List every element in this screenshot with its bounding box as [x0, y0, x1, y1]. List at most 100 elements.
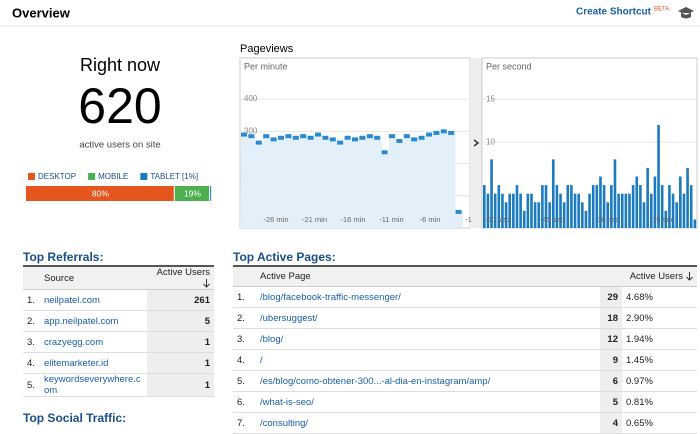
table-row: 2. app.neilpatel.com 5 [23, 310, 214, 332]
second-bar [501, 193, 504, 228]
header-cell [23, 265, 40, 290]
second-bar [588, 193, 591, 228]
minute-mark [248, 134, 255, 139]
active-users-subtitle: active users on site [79, 140, 160, 151]
second-bar [617, 193, 620, 228]
table-cell[interactable]: / [256, 349, 600, 371]
legend-label: DESKTOP [38, 172, 76, 181]
second-bar [537, 202, 541, 228]
active-users-count: 620 [78, 78, 161, 134]
per-minute-title: Per minute [244, 61, 288, 71]
second-bar [591, 185, 595, 228]
minute-mark [292, 135, 299, 140]
table-cell: 12 [600, 328, 622, 350]
x-tick-label: -16 min [340, 215, 365, 224]
sort-arrow[interactable] [686, 271, 693, 281]
second-bar [689, 185, 693, 228]
second-bar [544, 185, 548, 228]
second-bar [628, 193, 631, 228]
table-cell: 4 [600, 412, 622, 434]
table-cell[interactable]: /what-is-seo/ [256, 391, 600, 413]
table-cell: 5 [147, 310, 214, 332]
pages-title: Top Active Pages: [233, 250, 336, 264]
table-cell: 0.65% [622, 412, 698, 434]
minute-mark [396, 139, 403, 143]
table-cell[interactable]: /es/blog/como-obtener-300...-al-dia-en-i… [256, 370, 600, 392]
y-tick-label: 300 [244, 126, 258, 135]
expand-toggle[interactable] [470, 58, 482, 228]
second-bar [595, 185, 599, 228]
table-cell: 7. [233, 412, 256, 434]
minute-mark [278, 135, 284, 140]
sort-arrow[interactable] [203, 278, 210, 288]
chevron[interactable] [473, 139, 480, 147]
second-bar [679, 176, 682, 228]
minute-mark [389, 134, 395, 139]
header-label: Active Users [156, 267, 210, 278]
second-bar [490, 159, 493, 228]
table-cell: 2.90% [622, 307, 698, 329]
x-tick-label: -30 sec [595, 215, 620, 224]
table-cell[interactable]: /blog/ [256, 328, 600, 350]
x-tick-label: -45 sec [540, 215, 565, 224]
table-row: 5./es/blog/como-obtener-300...-al-dia-en… [233, 370, 698, 392]
minute-mark [426, 132, 432, 137]
table-row: 1. neilpatel.com 261 [23, 289, 214, 311]
table-cell[interactable]: elitemarketer.id [40, 352, 147, 374]
second-bar [533, 202, 537, 228]
table-cell[interactable]: /ubersuggest/ [256, 307, 600, 329]
header-row: Active Page Active Users [233, 265, 698, 287]
header-cell: Active Users [600, 265, 698, 287]
table-cell: 1.94% [622, 328, 698, 350]
legend-swatch [28, 173, 35, 180]
table-cell[interactable]: app.neilpatel.com [40, 310, 147, 332]
table-cell[interactable]: keywordseverywhere.com [40, 373, 147, 397]
pageviews-area [240, 131, 463, 228]
second-bar [642, 202, 646, 228]
minute-mark [403, 134, 410, 139]
x-tick-label: -6 min [420, 215, 441, 224]
minute-mark [455, 209, 462, 214]
second-bar [675, 202, 678, 228]
table-cell: 1. [23, 289, 40, 311]
table-cell: 4.68% [622, 286, 698, 308]
second-bar [639, 185, 642, 228]
table-row: 4. elitemarketer.id 1 [23, 352, 214, 374]
minute-mark [352, 137, 358, 142]
minute-mark [307, 135, 314, 140]
minute-mark [241, 132, 247, 137]
second-bar [551, 159, 555, 228]
table-cell: 2. [233, 307, 256, 329]
header-row: Source Active Users [23, 265, 214, 290]
minute-mark [448, 130, 455, 135]
table-cell: 6. [233, 391, 256, 413]
table-cell[interactable]: /blog/facebook-traffic-messenger/ [256, 286, 600, 308]
table-cell: 5. [233, 370, 256, 392]
table-row: 1./blog/facebook-traffic-messenger/29 4.6… [233, 286, 698, 308]
table-cell[interactable]: /consulting/ [256, 412, 600, 434]
second-bar [526, 193, 530, 228]
table-row: 4./9 1.45% [233, 349, 698, 371]
table-cell: 1.45% [622, 349, 698, 371]
second-bar [522, 210, 526, 228]
second-bar [566, 185, 570, 228]
table-cell: 18 [600, 307, 622, 329]
second-bar [610, 185, 613, 228]
x-tick-label: -60 sec [485, 215, 510, 224]
create-shortcut[interactable]: Create Shortcut [576, 7, 652, 18]
second-bar [631, 185, 635, 228]
minute-mark [263, 134, 270, 139]
second-bar [602, 185, 606, 228]
table-cell[interactable]: crazyegg.com [40, 331, 147, 353]
y-tick-label: 15 [486, 94, 495, 103]
cap-icon[interactable] [678, 7, 694, 19]
second-bar [508, 193, 512, 228]
second-bar [682, 193, 686, 228]
minute-mark [433, 130, 440, 135]
second-bar [559, 193, 562, 228]
table-cell: 4. [233, 349, 256, 371]
y-tick-label: 400 [244, 94, 258, 103]
second-bar [493, 193, 497, 228]
minute-mark [322, 135, 329, 140]
table-cell[interactable]: neilpatel.com [40, 289, 147, 311]
